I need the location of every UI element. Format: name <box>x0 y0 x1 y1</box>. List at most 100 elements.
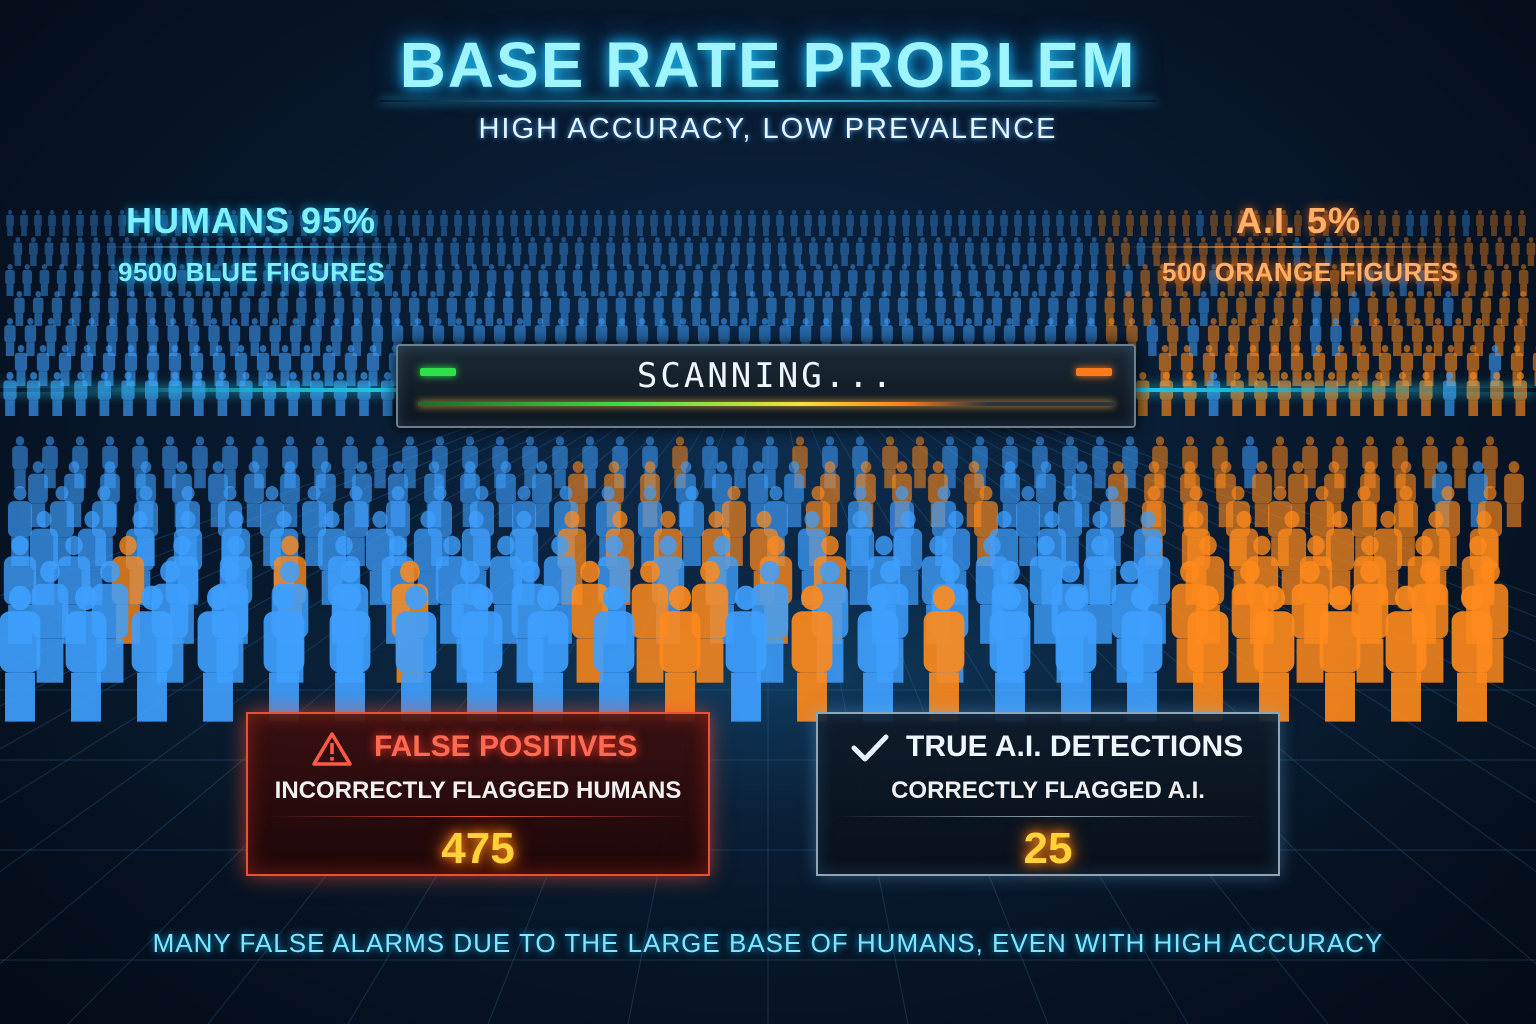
person-figure <box>727 264 738 296</box>
person-figure <box>1292 237 1302 266</box>
person-figure <box>510 210 518 236</box>
person-figure <box>333 372 347 416</box>
person-figure <box>809 237 818 266</box>
person-figure <box>297 264 308 296</box>
person-figure <box>160 210 168 236</box>
person-figure <box>1473 318 1485 356</box>
person-figure <box>762 264 772 296</box>
person-figure <box>747 291 758 326</box>
person-figure <box>286 210 294 236</box>
person-figure <box>31 560 69 683</box>
person-figure <box>709 291 721 326</box>
person-figure <box>766 291 777 326</box>
person-figure <box>972 291 984 326</box>
person-figure <box>1386 291 1398 326</box>
person-figure <box>803 291 815 326</box>
person-figure <box>1484 264 1494 296</box>
person-figure <box>784 461 804 528</box>
person-figure <box>187 318 200 356</box>
person-figure <box>1179 291 1191 326</box>
person-figure <box>1187 318 1199 356</box>
person-figure <box>1016 486 1040 566</box>
person-figure <box>1056 210 1064 236</box>
person-figure <box>784 291 796 326</box>
person-figure <box>366 264 376 296</box>
person-figure <box>1180 345 1194 386</box>
person-figure <box>372 237 381 266</box>
person-figure <box>91 264 101 296</box>
humans-divider <box>100 246 412 248</box>
person-figure <box>314 264 325 296</box>
person-figure <box>538 264 548 296</box>
person-figure <box>328 210 336 236</box>
person-figure <box>1510 345 1524 386</box>
person-figure <box>344 345 358 386</box>
person-figure <box>804 210 812 236</box>
person-figure <box>440 210 448 236</box>
person-figure <box>845 510 875 605</box>
person-figure <box>1160 291 1172 326</box>
person-figure <box>631 560 669 683</box>
person-figure <box>496 461 516 528</box>
footer-caption: MANY FALSE ALARMS DUE TO THE LARGE BASE … <box>152 928 1384 958</box>
person-figure <box>690 291 702 326</box>
person-figure <box>607 264 617 296</box>
person-figure <box>1089 237 1099 266</box>
person-figure <box>636 210 644 236</box>
person-figure <box>504 264 514 296</box>
person-figure <box>1462 210 1470 236</box>
person-figure <box>188 210 196 236</box>
person-figure <box>590 264 600 296</box>
person-figure <box>1226 264 1236 296</box>
person-figure <box>1422 345 1436 386</box>
person-figure <box>1028 210 1036 236</box>
person-figure <box>1336 210 1344 236</box>
person-figure <box>1415 264 1426 296</box>
person-figure <box>330 318 343 356</box>
person-figure <box>1391 318 1403 356</box>
title-divider <box>380 100 1156 102</box>
person-figure <box>1209 264 1219 296</box>
person-figure <box>356 210 364 236</box>
person-figure <box>76 210 84 236</box>
person-figure <box>748 210 756 236</box>
person-figure <box>1350 210 1358 236</box>
person-figure <box>580 210 588 236</box>
person-figure <box>122 237 132 266</box>
person-figure <box>300 345 314 386</box>
person-figure <box>269 318 281 356</box>
person-figure <box>408 291 420 326</box>
person-figure <box>934 264 944 296</box>
person-figure <box>1346 264 1357 296</box>
person-figure <box>1452 318 1465 356</box>
person-figure <box>676 264 686 296</box>
person-figure <box>1217 291 1228 326</box>
person-figure <box>278 237 288 266</box>
person-figure <box>1010 291 1022 326</box>
person-figure <box>314 210 322 236</box>
person-figure <box>212 345 226 386</box>
person-figure <box>522 436 538 489</box>
person-figure <box>848 264 858 296</box>
person-figure <box>1277 372 1291 416</box>
person-figure <box>944 210 952 236</box>
person-figure <box>108 264 118 296</box>
person-figure <box>776 210 784 236</box>
person-figure <box>746 237 756 266</box>
ai-count-label: 500 ORANGE FIGURES <box>1162 257 1459 287</box>
person-figure <box>1157 264 1168 296</box>
person-figure <box>465 291 476 326</box>
person-figure <box>951 264 961 296</box>
person-figure <box>1105 237 1115 266</box>
person-figure <box>1518 291 1529 326</box>
person-figure <box>246 264 256 296</box>
person-figure <box>177 264 187 296</box>
person-figure <box>200 237 210 266</box>
person-figure <box>325 237 335 266</box>
person-figure <box>1278 264 1288 296</box>
person-figure <box>590 237 600 266</box>
person-figure <box>1367 291 1379 326</box>
person-figure <box>594 210 602 236</box>
person-figure <box>1106 264 1116 296</box>
